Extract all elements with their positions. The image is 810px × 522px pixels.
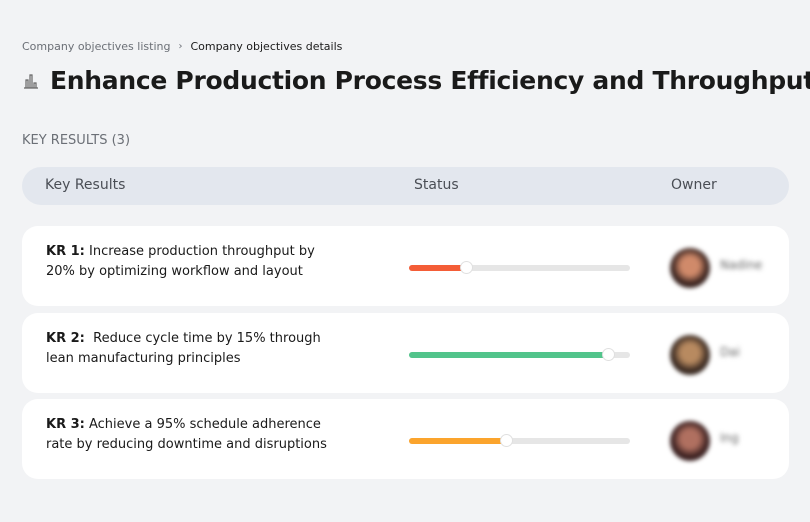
progress-handle[interactable]: [460, 261, 474, 274]
breadcrumb-current: Company objectives details: [190, 40, 343, 53]
owner-avatar: [670, 248, 710, 288]
key-result-text: KR 2: Reduce cycle time by 15% through l…: [46, 329, 346, 369]
key-result-label: KR 2:: [46, 331, 85, 346]
status-progress-bar[interactable]: [409, 261, 630, 274]
key-result-label: KR 3:: [46, 417, 85, 432]
table-row[interactable]: KR 2: Reduce cycle time by 15% through l…: [22, 313, 789, 393]
table-header: Key Results Status Owner: [22, 167, 789, 205]
progress-handle[interactable]: [601, 348, 615, 361]
progress-fill: [409, 352, 608, 358]
breadcrumb-listing-link[interactable]: Company objectives listing: [22, 40, 171, 53]
page-header: Enhance Production Process Efficiency an…: [22, 66, 810, 95]
key-result-description: Achieve a 95% schedule adherence rate by…: [46, 417, 327, 452]
progress-handle[interactable]: [500, 434, 514, 447]
progress-fill: [409, 265, 467, 271]
owner-name: Dai: [720, 345, 740, 359]
table-row[interactable]: KR 1: Increase production throughput by …: [22, 226, 789, 306]
breadcrumb: Company objectives listing › Company obj…: [22, 40, 342, 53]
column-key-results: Key Results: [45, 177, 126, 193]
owner-avatar: [670, 335, 710, 375]
column-owner: Owner: [671, 177, 717, 193]
owner-name: Nadine: [720, 258, 763, 272]
page-title: Enhance Production Process Efficiency an…: [50, 66, 810, 95]
breadcrumb-separator: ›: [178, 41, 183, 52]
column-status: Status: [414, 177, 459, 193]
table-row[interactable]: KR 3: Achieve a 95% schedule adherence r…: [22, 399, 789, 479]
key-result-description: Reduce cycle time by 15% through lean ma…: [46, 331, 325, 366]
status-progress-bar[interactable]: [409, 348, 630, 361]
progress-fill: [409, 438, 507, 444]
key-result-text: KR 1: Increase production throughput by …: [46, 242, 346, 282]
owner-name: Ing: [720, 431, 739, 445]
owner-avatar: [670, 421, 710, 461]
key-result-label: KR 1:: [46, 244, 85, 259]
status-progress-bar[interactable]: [409, 434, 630, 447]
key-result-text: KR 3: Achieve a 95% schedule adherence r…: [46, 415, 346, 455]
key-result-description: Increase production throughput by 20% by…: [46, 244, 319, 279]
building-chart-icon: [24, 73, 38, 89]
key-results-count: KEY RESULTS (3): [22, 133, 131, 148]
